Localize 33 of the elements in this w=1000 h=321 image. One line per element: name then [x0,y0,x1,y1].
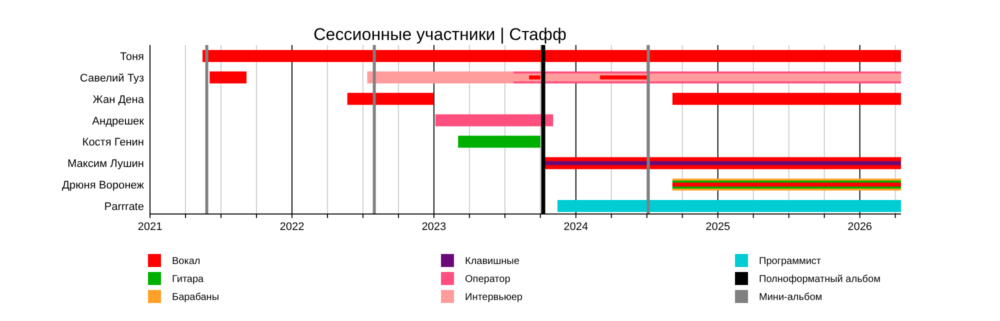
x-tick-label: 2025 [706,221,730,233]
legend-label: Программист [759,256,822,267]
y-tick-label: Parrrate [104,201,144,213]
x-tick-label: 2022 [280,221,304,233]
x-tick-label: 2024 [564,221,588,233]
bar [458,136,540,148]
bar [347,92,434,105]
y-tick-label: Дрюня Воронеж [62,180,145,192]
x-tick-label: 2021 [138,221,162,233]
y-tick-label: Жан Дена [92,94,145,106]
x-tick-label: 2023 [422,221,446,233]
y-tick-label: Тоня [120,51,144,63]
bar [529,75,540,80]
y-tick-label: Андрешек [92,115,144,128]
legend-label: Оператор [465,274,511,285]
chart-title: Сессионные участники | Стафф [314,25,566,44]
bar [544,161,901,166]
bar [210,71,247,84]
legend-label: Вокал [172,256,200,267]
bar [600,75,647,80]
bar [202,50,901,62]
y-tick-label: Савелий Туз [80,72,144,84]
bar [557,200,901,212]
legend-label: Барабаны [172,292,220,303]
legend-label: Гитара [172,274,204,285]
bar [435,114,554,126]
legend-label: Клавишные [465,256,520,267]
legend-label: Мини-альбом [759,292,822,303]
y-tick-label: Костя Генин [82,136,144,149]
y-tick-label: Максим Лушин [68,158,144,170]
legend-label: Полноформатный альбом [759,274,881,285]
legend-label: Интервьюер [465,292,523,303]
x-tick-label: 2026 [848,221,872,233]
